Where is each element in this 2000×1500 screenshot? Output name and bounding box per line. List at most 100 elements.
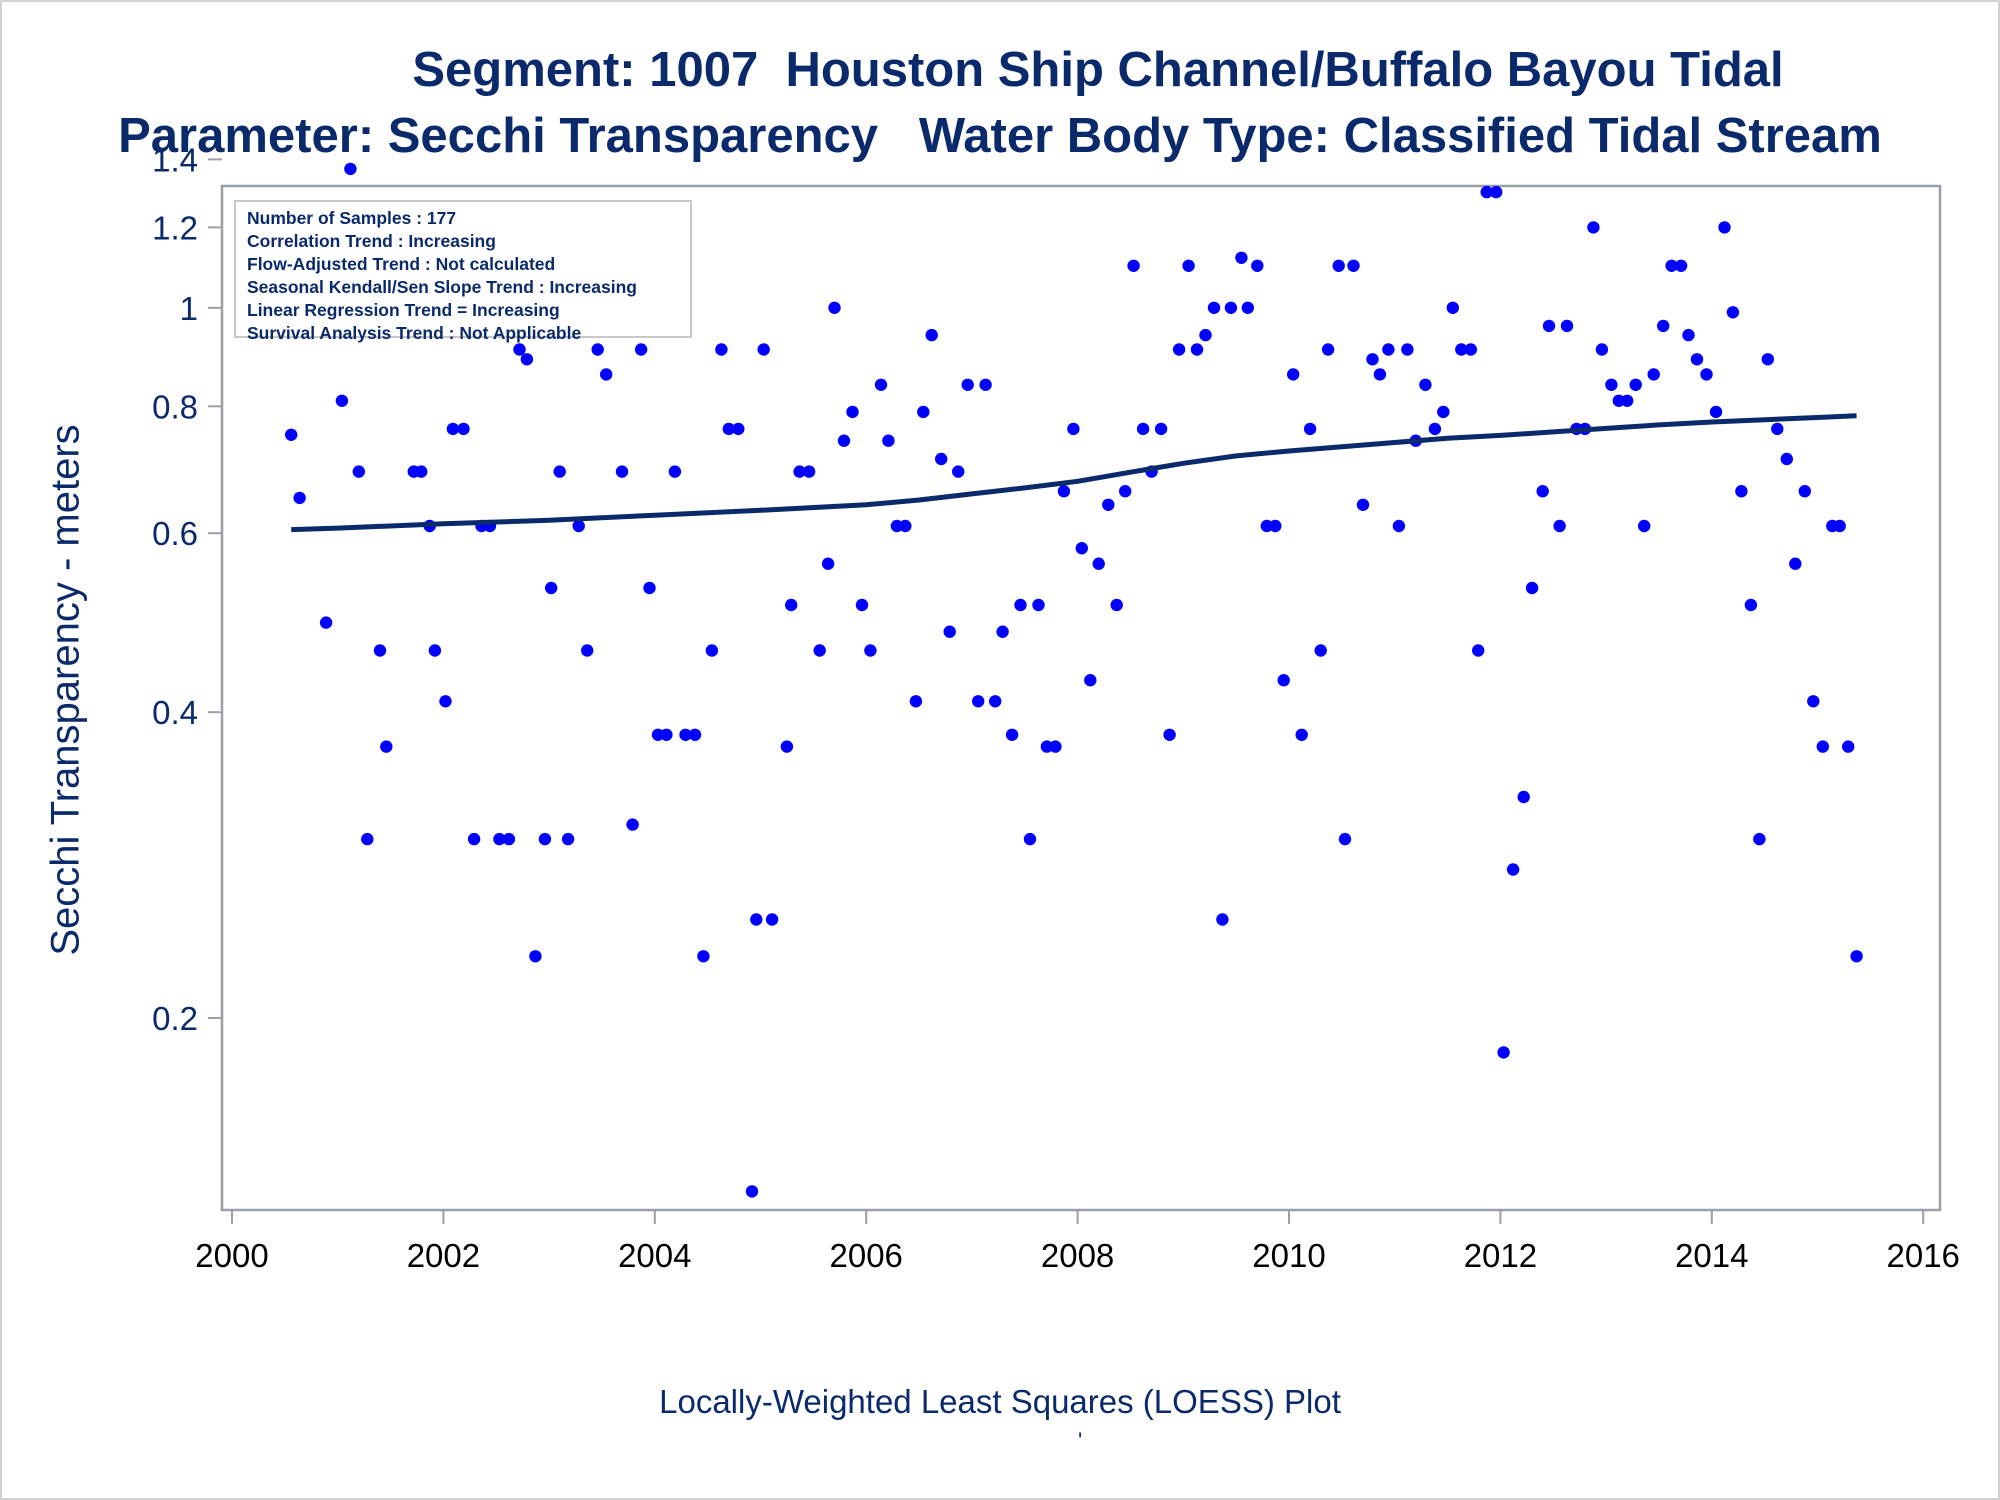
stat-survival-analysis-trend: Survival Analysis Trend : Not Applicable <box>247 323 582 343</box>
data-point <box>285 428 298 441</box>
stat-flow-adjusted-trend: Flow-Adjusted Trend : Not calculated <box>247 254 556 274</box>
data-point <box>1726 306 1740 319</box>
data-point <box>1647 368 1660 381</box>
data-point <box>1287 368 1300 381</box>
data-point <box>1560 319 1574 333</box>
data-point <box>319 616 333 629</box>
data-point <box>1163 728 1176 741</box>
data-point <box>1735 485 1748 498</box>
data-point <box>909 695 923 708</box>
data-point <box>813 644 826 657</box>
data-point <box>467 832 481 846</box>
data-point <box>1833 519 1846 533</box>
data-point <box>1392 519 1406 533</box>
data-point <box>722 422 735 436</box>
x-tick-label: 2006 <box>829 1237 902 1274</box>
y-axis: 0.2 0.4 0.6 0.8 1 1.2 1.4 <box>152 141 222 1037</box>
data-point <box>668 465 682 478</box>
data-point <box>846 405 859 419</box>
data-point <box>1303 422 1317 436</box>
data-point <box>335 394 349 407</box>
data-point <box>979 378 992 391</box>
loess-trend <box>291 413 1857 533</box>
data-point <box>1621 394 1634 407</box>
y-tick-label: 1.2 <box>152 209 198 246</box>
data-point <box>1553 519 1566 533</box>
x-tick-label: 2004 <box>618 1237 691 1274</box>
data-point <box>1382 343 1395 356</box>
data-point <box>446 422 460 436</box>
stat-seasonal-kendall-trend: Seasonal Kendall/Sen Slope Trend : Incre… <box>247 277 637 297</box>
data-point <box>1497 1046 1510 1059</box>
data-point <box>679 728 692 741</box>
data-point <box>1665 259 1678 272</box>
data-point <box>1040 740 1054 753</box>
data-point <box>1269 519 1282 533</box>
data-point <box>1127 259 1140 272</box>
data-point <box>1718 221 1731 234</box>
x-tick-label: 2012 <box>1464 1237 1537 1274</box>
data-point <box>1347 259 1360 272</box>
data-point <box>996 625 1009 638</box>
data-point <box>1744 598 1758 612</box>
data-point <box>439 695 452 708</box>
data-point <box>493 832 506 846</box>
y-tick-label: 1 <box>180 290 198 327</box>
data-point <box>765 913 779 926</box>
data-point <box>1338 832 1352 846</box>
x-axis: 2000 2002 2004 2006 2008 2010 2012 2014 2016 <box>195 1210 1960 1274</box>
data-point <box>600 368 613 381</box>
data-point <box>1536 485 1549 498</box>
x-tick-label: 2016 <box>1886 1237 1959 1274</box>
data-point <box>1190 343 1204 356</box>
data-point <box>591 343 604 356</box>
data-point <box>1314 644 1327 657</box>
data-point <box>1014 598 1027 612</box>
data-point <box>660 728 673 741</box>
data-point <box>793 465 806 478</box>
chart-subtitle: Parameter: Secchi Transparency Water Bod… <box>118 109 1882 163</box>
scatter-plot: 0.2 0.4 0.6 0.8 1 1.2 1.4 2000 2002 2004 2006 2008… <box>152 141 1960 1274</box>
stat-sample-count: Number of Samples : 177 <box>247 208 457 228</box>
data-point <box>1464 343 1478 356</box>
data-point <box>1356 498 1370 511</box>
data-point <box>1084 674 1097 687</box>
data-point <box>1490 185 1503 199</box>
data-point <box>1057 485 1071 498</box>
data-point <box>1605 378 1618 391</box>
data-point <box>1277 674 1290 687</box>
y-tick-label: 0.4 <box>152 694 198 731</box>
stat-linear-regression-trend: Linear Regression Trend = Increasing <box>247 300 560 320</box>
data-point <box>1506 863 1520 876</box>
data-point <box>1207 301 1221 314</box>
data-point <box>415 465 428 478</box>
data-point <box>1437 405 1450 419</box>
data-point <box>732 422 745 436</box>
data-point <box>634 343 648 356</box>
data-point <box>1023 832 1037 846</box>
data-point <box>1798 485 1812 498</box>
data-point <box>1807 695 1820 708</box>
x-tick-label: 2014 <box>1675 1237 1748 1274</box>
data-point <box>1154 422 1168 436</box>
data-point <box>802 465 816 478</box>
data-point <box>1321 343 1335 356</box>
data-point <box>972 695 985 708</box>
data-point <box>1674 259 1688 272</box>
data-point <box>917 405 930 419</box>
data-point <box>373 644 387 657</box>
data-point <box>344 162 357 176</box>
data-point <box>572 519 585 533</box>
footnote: Locally-Weighted Least Squares (LOESS) P… <box>659 1383 1341 1420</box>
data-point <box>961 378 974 391</box>
data-point <box>626 818 639 831</box>
trend-summary-box: Number of Samples : 177 Correlation Tren… <box>234 200 692 343</box>
data-point <box>293 491 306 505</box>
data-point <box>989 695 1002 708</box>
data-point <box>925 328 938 342</box>
data-point <box>1780 452 1794 466</box>
data-point <box>1224 301 1238 314</box>
y-tick-label: 0.6 <box>152 515 198 552</box>
data-point <box>697 950 710 963</box>
data-point <box>352 465 365 478</box>
